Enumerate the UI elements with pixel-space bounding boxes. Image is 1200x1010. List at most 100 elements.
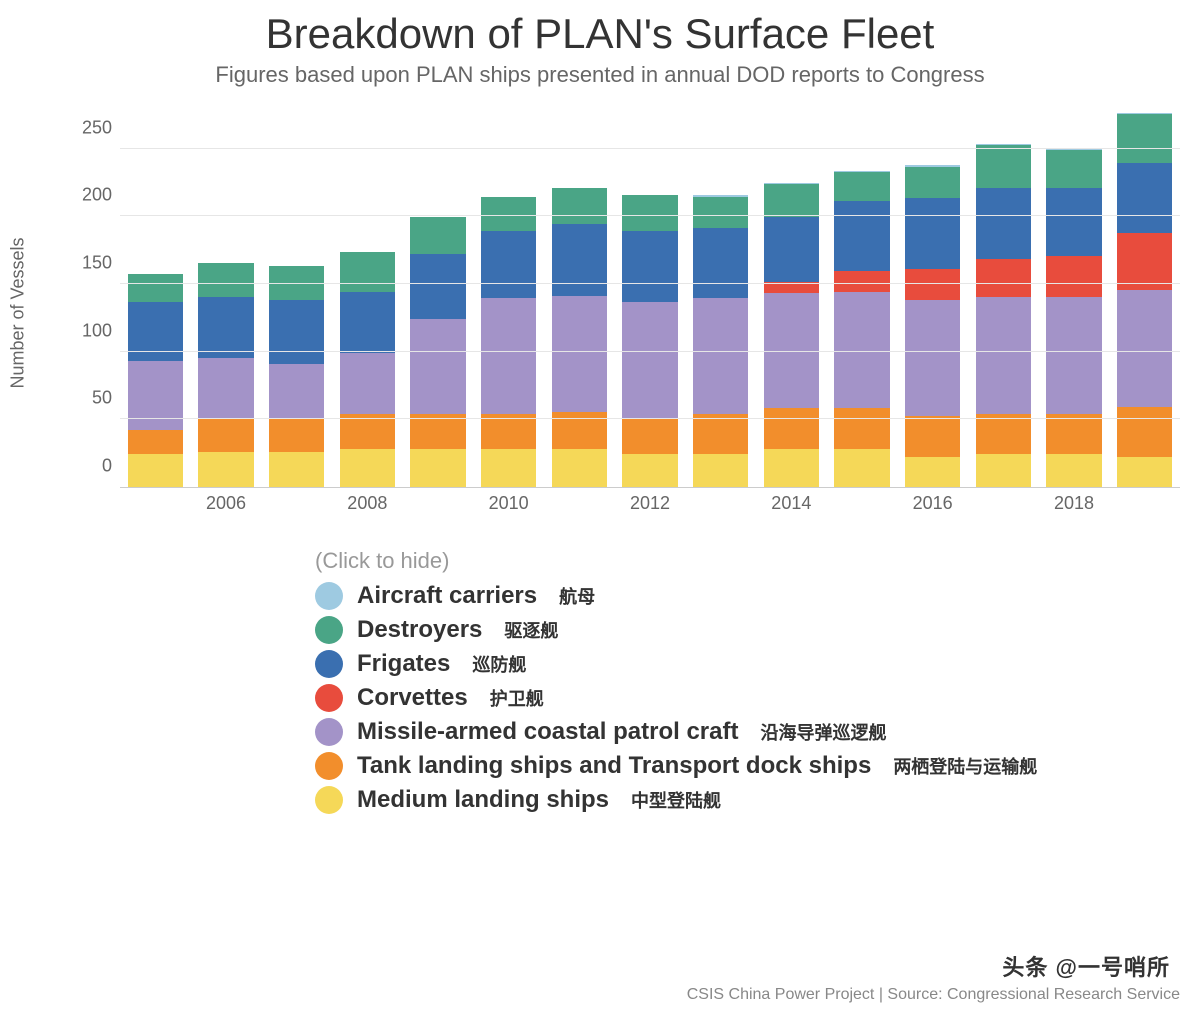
- legend-swatch-icon: [315, 718, 343, 746]
- bar-2012[interactable]: [622, 195, 677, 487]
- segment-corvettes: [1117, 233, 1172, 290]
- gridline: [120, 418, 1180, 419]
- gridline: [120, 215, 1180, 216]
- segment-patrol_craft: [552, 296, 607, 413]
- x-tick-label: 2008: [347, 493, 387, 514]
- segment-frigates: [198, 297, 253, 358]
- segment-tank_transport: [834, 408, 889, 449]
- segment-patrol_craft: [410, 319, 465, 414]
- segment-medium_landing_ships: [128, 454, 183, 487]
- segment-corvettes: [976, 259, 1031, 297]
- gridline: [120, 148, 1180, 149]
- segment-destroyers: [128, 274, 183, 303]
- legend-label-en: Destroyers: [357, 616, 482, 644]
- bar-2019[interactable]: [1117, 113, 1172, 488]
- y-tick-label: 50: [92, 388, 112, 409]
- credit-line: CSIS China Power Project | Source: Congr…: [687, 986, 1180, 1004]
- legend-swatch-icon: [315, 786, 343, 814]
- legend-item-tank_transport[interactable]: Tank landing ships and Transport dock sh…: [315, 752, 1200, 780]
- segment-medium_landing_ships: [481, 449, 536, 487]
- bars-container: [120, 108, 1180, 487]
- gridline: [120, 283, 1180, 284]
- bar-2010[interactable]: [481, 197, 536, 487]
- segment-medium_landing_ships: [976, 454, 1031, 487]
- segment-tank_transport: [128, 430, 183, 454]
- segment-destroyers: [198, 263, 253, 297]
- segment-patrol_craft: [1046, 297, 1101, 414]
- segment-corvettes: [905, 269, 960, 300]
- segment-frigates: [834, 201, 889, 272]
- bar-2011[interactable]: [552, 188, 607, 487]
- legend-item-corvettes[interactable]: Corvettes护卫舰: [315, 684, 1200, 712]
- y-tick-label: 250: [82, 117, 112, 138]
- legend-label-zh: 沿海导弹巡逻舰: [760, 719, 886, 745]
- legend-item-destroyers[interactable]: Destroyers 驱逐舰: [315, 616, 1200, 644]
- segment-frigates: [481, 231, 536, 299]
- watermark: 头条 @一号哨所: [1002, 950, 1170, 982]
- segment-tank_transport: [1046, 414, 1101, 455]
- segment-medium_landing_ships: [905, 457, 960, 487]
- segment-tank_transport: [622, 419, 677, 454]
- legend-label-en: Missile-armed coastal patrol craft: [357, 718, 738, 746]
- plot-region: 0501001502002502006200820102012201420162…: [120, 108, 1180, 488]
- segment-frigates: [552, 224, 607, 296]
- segment-corvettes: [834, 271, 889, 291]
- legend-label-zh: 驱逐舰: [504, 617, 558, 643]
- segment-frigates: [128, 302, 183, 360]
- legend-item-medium_landing_ships[interactable]: Medium landing ships中型登陆舰: [315, 786, 1200, 814]
- legend-label-zh: 两栖登陆与运输舰: [893, 753, 1037, 779]
- segment-destroyers: [693, 197, 748, 228]
- segment-tank_transport: [693, 414, 748, 455]
- legend-label-en: Corvettes: [357, 684, 468, 712]
- segment-medium_landing_ships: [1046, 454, 1101, 487]
- segment-frigates: [622, 231, 677, 303]
- bar-2014[interactable]: [764, 183, 819, 487]
- chart-title: Breakdown of PLAN's Surface Fleet: [0, 10, 1200, 58]
- segment-frigates: [905, 198, 960, 269]
- segment-patrol_craft: [622, 302, 677, 419]
- segment-corvettes: [1046, 256, 1101, 297]
- bar-2008[interactable]: [340, 252, 395, 487]
- segment-patrol_craft: [269, 364, 324, 420]
- segment-tank_transport: [905, 416, 960, 457]
- chart-area: Number of Vessels 0501001502002502006200…: [70, 108, 1180, 518]
- x-tick-label: 2018: [1054, 493, 1094, 514]
- y-tick-label: 100: [82, 320, 112, 341]
- legend-item-patrol_craft[interactable]: Missile-armed coastal patrol craft 沿海导弹巡逻…: [315, 718, 1200, 746]
- bar-2009[interactable]: [410, 217, 465, 487]
- segment-tank_transport: [198, 419, 253, 452]
- segment-destroyers: [622, 195, 677, 230]
- segment-destroyers: [764, 184, 819, 217]
- y-tick-label: 150: [82, 252, 112, 273]
- segment-patrol_craft: [976, 297, 1031, 414]
- segment-frigates: [1046, 188, 1101, 256]
- segment-destroyers: [481, 197, 536, 231]
- bar-2013[interactable]: [693, 195, 748, 487]
- segment-frigates: [976, 188, 1031, 259]
- segment-destroyers: [834, 172, 889, 201]
- segment-medium_landing_ships: [693, 454, 748, 487]
- legend-item-frigates[interactable]: Frigates巡防舰: [315, 650, 1200, 678]
- segment-tank_transport: [764, 408, 819, 449]
- segment-destroyers: [905, 167, 960, 198]
- segment-destroyers: [1117, 114, 1172, 163]
- bar-2018[interactable]: [1046, 149, 1101, 487]
- segment-patrol_craft: [481, 298, 536, 413]
- segment-frigates: [693, 228, 748, 299]
- segment-medium_landing_ships: [1117, 457, 1172, 487]
- segment-destroyers: [552, 188, 607, 223]
- bar-2016[interactable]: [905, 165, 960, 487]
- segment-medium_landing_ships: [834, 449, 889, 487]
- segment-medium_landing_ships: [340, 449, 395, 487]
- legend-swatch-icon: [315, 582, 343, 610]
- x-tick-label: 2016: [913, 493, 953, 514]
- segment-medium_landing_ships: [622, 454, 677, 487]
- bar-2015[interactable]: [834, 171, 889, 487]
- bar-2017[interactable]: [976, 144, 1031, 487]
- bar-2006[interactable]: [198, 263, 253, 487]
- bar-2005[interactable]: [128, 274, 183, 487]
- legend-item-carriers[interactable]: Aircraft carriers航母: [315, 582, 1200, 610]
- bar-2007[interactable]: [269, 266, 324, 487]
- segment-frigates: [1117, 163, 1172, 234]
- segment-tank_transport: [269, 419, 324, 452]
